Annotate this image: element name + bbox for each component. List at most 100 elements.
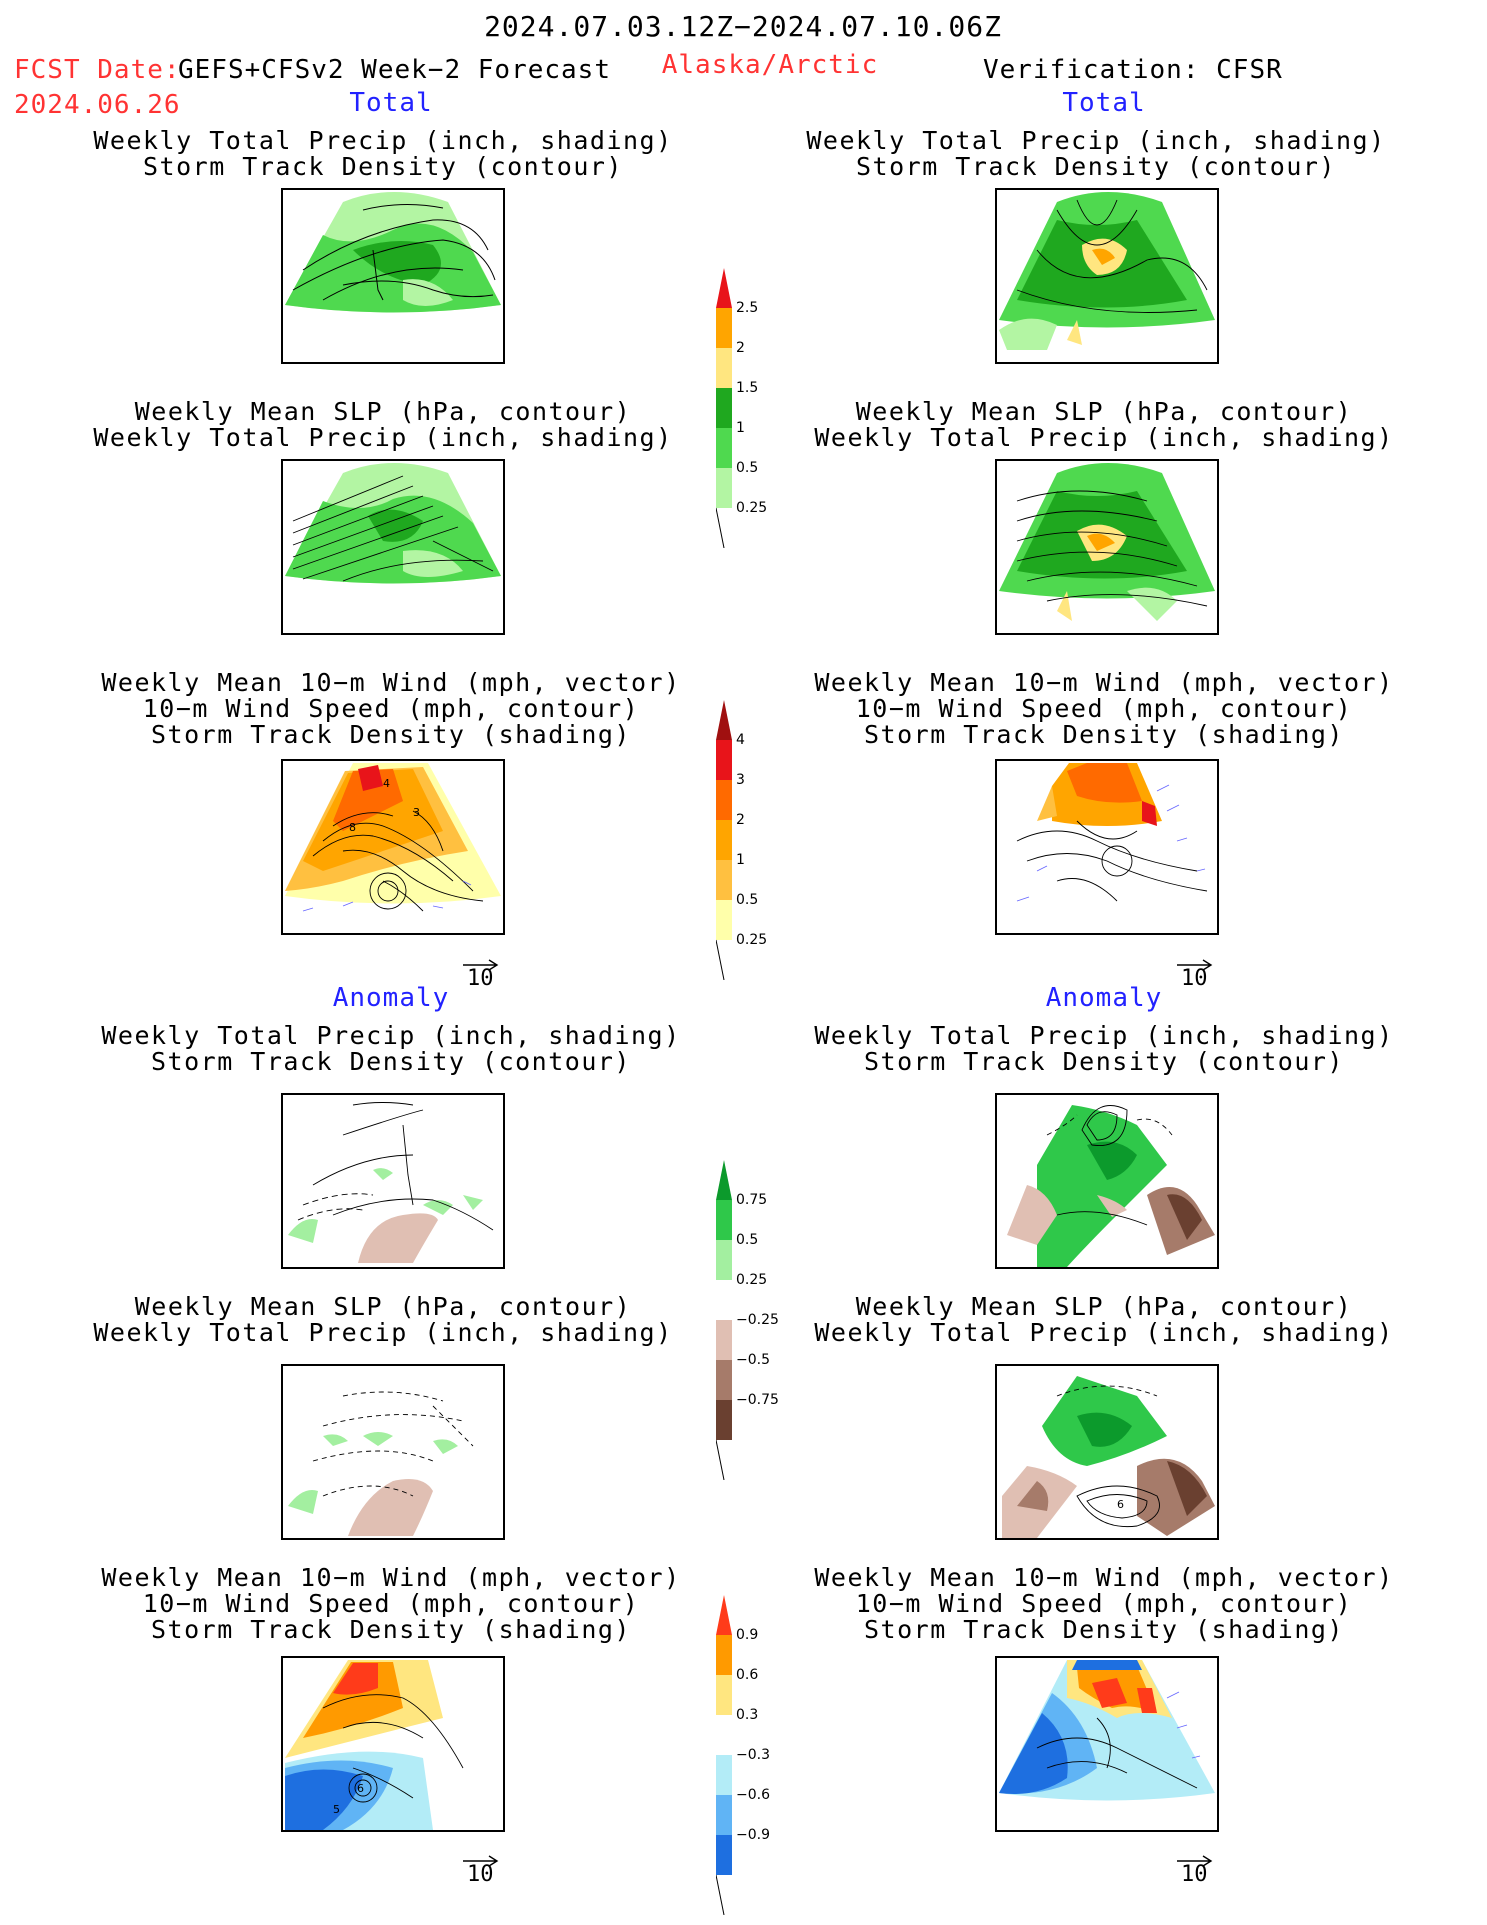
model-label: GEFS+CFSv2 Week−2 Forecast [178, 55, 611, 85]
colorbar-storm-density-total: 4 3 2 1 0.5 0.25 [716, 700, 836, 985]
colorbar-tick-label: 2 [736, 812, 745, 828]
colorbar-tick-label: 4 [736, 732, 745, 748]
vector-ref-fcst-total: 10 [463, 956, 499, 991]
vector-ref-label: 10 [1181, 1862, 1208, 1887]
colorbar-tick-label: 0.25 [736, 500, 768, 516]
section-total-left: Total [349, 88, 433, 118]
colorbar-segment [716, 1795, 732, 1835]
contour-label-5: 5 [333, 1803, 340, 1816]
colorbar-tick-label: 1 [736, 420, 745, 436]
colorbar-segment [716, 1360, 732, 1400]
section-anomaly-right: Anomaly [1045, 983, 1163, 1013]
panel-title-fcst-total-wind: Weekly Mean 10−m Wind (mph, vector) 10−m … [101, 668, 681, 749]
arrow-right-icon [1177, 1855, 1213, 1867]
colorbar-segment [716, 1635, 732, 1675]
colorbar-segment [716, 1160, 732, 1200]
colorbar-tail [716, 1439, 725, 1480]
colorbar-tick-label: −0.5 [736, 1352, 770, 1368]
contour-label-4: 4 [383, 777, 390, 790]
verification-label: Verification: CFSR [983, 55, 1283, 85]
map-fcst-total-precip-storm [281, 188, 505, 364]
colorbar-tick-label: 2.5 [736, 300, 759, 316]
colorbar-tick-label: −0.9 [736, 1827, 770, 1843]
forecast-period-title: 2024.07.03.12Z−2024.07.10.06Z [484, 10, 1002, 43]
colorbar-swatches [716, 1160, 732, 1480]
colorbar-segment [716, 268, 732, 308]
colorbar-tick-label: −0.25 [736, 1312, 779, 1328]
panel-title-fcst-anom-wind: Weekly Mean 10−m Wind (mph, vector) 10−m … [101, 1563, 681, 1644]
colorbar-segment [716, 900, 732, 940]
colorbar-segment [716, 1595, 732, 1635]
contour-label-8: 8 [349, 821, 356, 834]
colorbar-segment [716, 780, 732, 820]
map-fcst-anom-slp-precip [281, 1364, 505, 1540]
map-cfsr-total-wind-storm [995, 759, 1219, 935]
map-fcst-total-slp-precip [281, 459, 505, 635]
colorbar-segment [716, 1280, 732, 1320]
colorbar-precip-anomaly: 0.75 0.5 0.25 −0.25 −0.5 −0.75 [716, 1160, 836, 1480]
colorbar-segment [716, 428, 732, 468]
colorbar-tick-label: 0.25 [736, 1272, 768, 1288]
map-cfsr-anom-wind-storm [995, 1656, 1219, 1832]
region-label: Alaska/Arctic [661, 50, 879, 80]
colorbar-tick-label: 3 [736, 772, 745, 788]
map-cfsr-anom-slp-precip: 6 [995, 1364, 1219, 1540]
section-anomaly-left: Anomaly [332, 983, 450, 1013]
panel-title-cfsr-total-slp: Weekly Mean SLP (hPa, contour) Weekly Tot… [814, 397, 1394, 452]
contour-label-6: 6 [357, 1782, 364, 1795]
colorbar-tail [716, 1874, 725, 1915]
colorbar-segment [716, 1200, 732, 1240]
colorbar-tick-label: −0.6 [736, 1787, 770, 1803]
panel-title-cfsr-total-precip: Weekly Total Precip (inch, shading) Storm… [806, 126, 1386, 181]
map-fcst-anom-precip-storm [281, 1093, 505, 1269]
panel-title-fcst-total-precip: Weekly Total Precip (inch, shading) Storm… [93, 126, 673, 181]
arrow-right-icon [463, 1855, 499, 1867]
panel-title-cfsr-anom-slp: Weekly Mean SLP (hPa, contour) Weekly Tot… [814, 1292, 1394, 1347]
colorbar-tick-label: 0.3 [736, 1707, 759, 1723]
colorbar-swatches [716, 268, 732, 548]
colorbar-segment [716, 1400, 732, 1440]
colorbar-swatches [716, 700, 732, 980]
colorbar-tick-label: 1.5 [736, 380, 759, 396]
colorbar-storm-density-anomaly: 0.9 0.6 0.3 −0.3 −0.6 −0.9 [716, 1595, 836, 1915]
colorbar-segment [716, 820, 732, 860]
colorbar-tick-label: 0.9 [736, 1627, 759, 1643]
colorbar-tail [716, 507, 725, 548]
panel-title-fcst-anom-slp: Weekly Mean SLP (hPa, contour) Weekly Tot… [93, 1292, 673, 1347]
colorbar-segment [716, 1715, 732, 1755]
colorbar-tick-label: 0.5 [736, 1232, 759, 1248]
colorbar-swatches [716, 1595, 732, 1915]
colorbar-tick-label: 0.5 [736, 460, 759, 476]
colorbar-segment [716, 308, 732, 348]
colorbar-segment [716, 1835, 732, 1875]
map-fcst-anom-wind-storm: 6 5 [281, 1656, 505, 1832]
colorbar-segment [716, 1240, 732, 1280]
colorbar-precip-total: 2.5 2 1.5 1 0.5 0.25 [716, 268, 836, 553]
section-total-right: Total [1062, 88, 1146, 118]
fcst-date-label: FCST Date: [14, 55, 181, 85]
panel-title-cfsr-total-wind: Weekly Mean 10−m Wind (mph, vector) 10−m … [814, 668, 1394, 749]
colorbar-tick-label: 0.25 [736, 932, 768, 948]
contour-label-6-slp: 6 [1117, 1498, 1124, 1511]
colorbar-segment [716, 740, 732, 780]
vector-ref-label: 10 [467, 1862, 494, 1887]
colorbar-tick-label: 0.6 [736, 1667, 759, 1683]
colorbar-segment [716, 388, 732, 428]
colorbar-tick-label: 0.75 [736, 1192, 768, 1208]
colorbar-segment [716, 1755, 732, 1795]
vector-ref-label: 10 [467, 966, 494, 991]
colorbar-tick-label: −0.75 [736, 1392, 779, 1408]
colorbar-segment [716, 860, 732, 900]
colorbar-tick-label: 0.5 [736, 892, 759, 908]
panel-title-fcst-total-slp: Weekly Mean SLP (hPa, contour) Weekly Tot… [93, 397, 673, 452]
fcst-date-value: 2024.06.26 [14, 90, 181, 120]
colorbar-segment [716, 1320, 732, 1360]
map-cfsr-anom-precip-storm [995, 1093, 1219, 1269]
arrow-right-icon [1177, 959, 1213, 971]
map-cfsr-total-precip-storm [995, 188, 1219, 364]
vector-ref-cfsr-total: 10 [1177, 956, 1213, 991]
colorbar-tick-label: −0.3 [736, 1747, 770, 1763]
panel-title-fcst-anom-precip: Weekly Total Precip (inch, shading) Storm… [101, 1021, 681, 1076]
colorbar-tail [716, 939, 725, 980]
contour-label-3: 3 [413, 806, 420, 819]
